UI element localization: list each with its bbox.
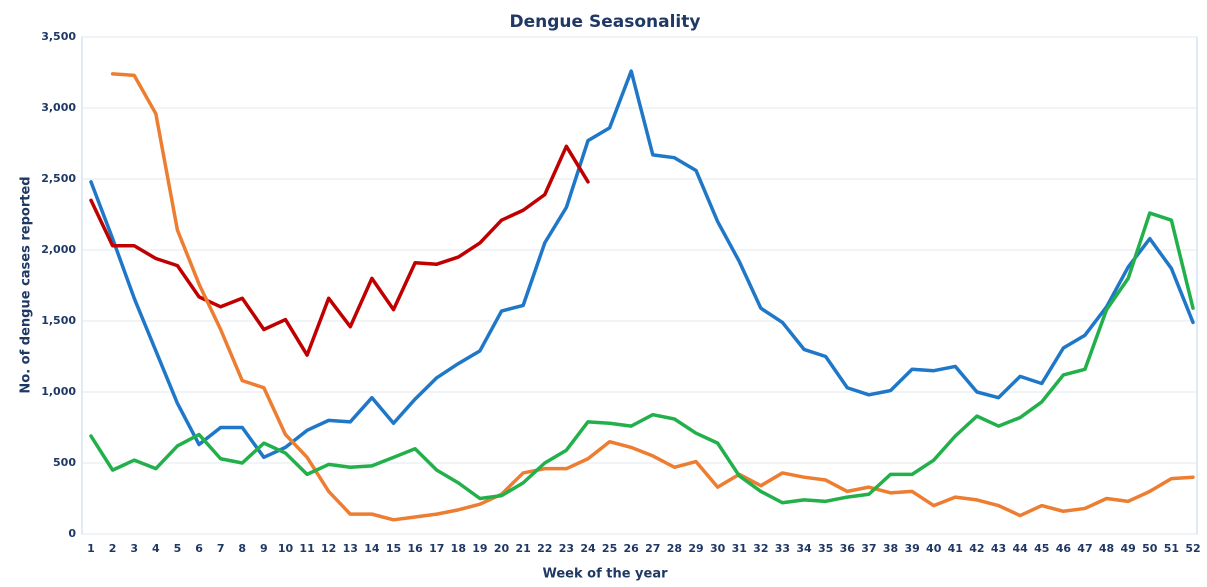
x-tick-label: 30 [710, 542, 726, 555]
x-tick-label: 28 [667, 542, 682, 555]
x-tick-label: 25 [602, 542, 617, 555]
x-tick-label: 47 [1077, 542, 1092, 555]
x-tick-label: 15 [386, 542, 401, 555]
y-tick-label: 2,500 [41, 172, 76, 185]
y-axis-label: No. of dengue cases reported [19, 176, 34, 393]
plot-frame [81, 36, 1198, 535]
x-tick-label: 27 [645, 542, 660, 555]
x-axis-label: Week of the year [542, 567, 668, 582]
x-tick-label: 18 [451, 542, 466, 555]
x-tick-label: 42 [969, 542, 984, 555]
series-line [89, 144, 590, 357]
x-tick-label: 14 [364, 542, 380, 555]
x-tick-label: 52 [1185, 542, 1200, 555]
x-tick-label: 22 [537, 542, 552, 555]
x-tick-label: 9 [260, 542, 268, 555]
x-tick-label: 43 [991, 542, 1006, 555]
x-tick-label: 10 [278, 542, 294, 555]
x-tick-label: 17 [429, 542, 444, 555]
x-tick-label: 4 [152, 542, 160, 555]
y-tick-label: 1,000 [41, 385, 76, 398]
x-tick-label: 33 [775, 542, 790, 555]
x-tick-label: 8 [238, 542, 246, 555]
x-tick-label: 31 [732, 542, 747, 555]
x-tick-label: 48 [1099, 542, 1114, 555]
x-tick-label: 40 [926, 542, 942, 555]
x-tick-label: 6 [195, 542, 203, 555]
x-tick-label: 32 [753, 542, 768, 555]
x-tick-label: 51 [1164, 542, 1179, 555]
x-tick-label: 26 [624, 542, 640, 555]
x-tick-label: 37 [861, 542, 876, 555]
y-tick-label: 1,500 [41, 314, 76, 327]
y-tick-label: 2,000 [41, 243, 76, 256]
y-tick-label: 500 [53, 456, 76, 469]
x-tick-label: 1 [87, 542, 95, 555]
x-tick-label: 23 [559, 542, 574, 555]
x-tick-label: 13 [343, 542, 358, 555]
x-tick-label: 35 [818, 542, 833, 555]
x-tick-label: 12 [321, 542, 336, 555]
x-tick-label: 44 [1012, 542, 1028, 555]
x-tick-label: 29 [688, 542, 703, 555]
x-tick-label: 11 [299, 542, 314, 555]
x-tick-label: 5 [174, 542, 182, 555]
chart-title: Dengue Seasonality [510, 12, 701, 32]
x-tick-label: 50 [1142, 542, 1158, 555]
x-tick-label: 20 [494, 542, 510, 555]
x-tick-label: 24 [580, 542, 596, 555]
series-line [89, 211, 1195, 505]
x-tick-label: 3 [130, 542, 138, 555]
series-line [89, 69, 1195, 460]
x-tick-label: 45 [1034, 542, 1049, 555]
x-tick-label: 19 [472, 542, 487, 555]
x-tick-label: 41 [948, 542, 963, 555]
y-tick-label: 3,500 [41, 30, 76, 43]
x-tick-label: 49 [1121, 542, 1136, 555]
x-tick-label: 16 [407, 542, 423, 555]
y-tick-label: 0 [68, 527, 76, 540]
x-tick-label: 39 [904, 542, 919, 555]
series-line [110, 72, 1195, 522]
y-tick-label: 3,000 [41, 101, 76, 114]
x-tick-label: 2 [109, 542, 117, 555]
x-tick-label: 34 [796, 542, 812, 555]
x-tick-label: 46 [1056, 542, 1072, 555]
x-tick-label: 21 [516, 542, 531, 555]
x-tick-label: 38 [883, 542, 898, 555]
x-tick-label: 36 [840, 542, 856, 555]
x-tick-label: 7 [217, 542, 225, 555]
